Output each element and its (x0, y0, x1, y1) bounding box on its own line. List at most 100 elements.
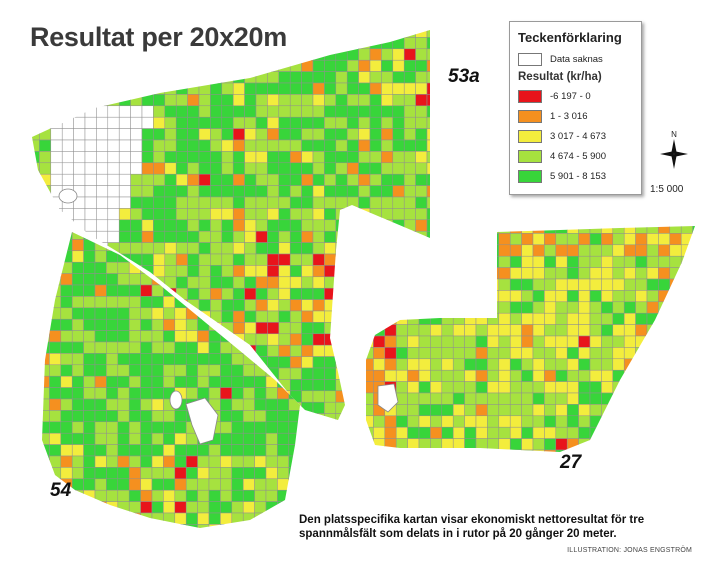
grid-cell (254, 432, 267, 445)
grid-cell (635, 358, 648, 371)
grid-cell (589, 415, 602, 428)
grid-cell (185, 489, 198, 502)
grid-cell (174, 341, 187, 354)
grid-cell (49, 387, 62, 400)
grid-cell (498, 381, 511, 394)
grid-cell (175, 94, 188, 107)
grid-cell (312, 401, 325, 414)
grid-cell (441, 226, 454, 234)
grid-cell (231, 478, 244, 491)
grid-cell (369, 287, 382, 300)
grid-cell (464, 347, 477, 360)
grid-cell (430, 290, 443, 303)
grid-cell (42, 364, 50, 377)
grid-cell (366, 426, 374, 439)
grid-cell (289, 253, 302, 266)
grid-cell (669, 415, 682, 428)
grid-cell (32, 287, 40, 300)
grid-cell (312, 30, 325, 38)
grid-cell (635, 426, 648, 439)
grid-cell (94, 307, 107, 320)
grid-cell (128, 421, 141, 434)
grid-cell (197, 489, 210, 502)
grid-cell (487, 244, 500, 257)
grid-cell (358, 299, 371, 312)
grid-cell (49, 421, 62, 434)
grid-cell (84, 105, 97, 118)
grid-cell (198, 173, 211, 186)
grid-cell (498, 335, 511, 348)
grid-cell (42, 353, 50, 366)
grid-cell (555, 404, 568, 417)
grid-cell (555, 392, 568, 405)
grid-cell (418, 392, 431, 405)
grid-cell (669, 449, 682, 452)
grid-cell (555, 226, 568, 234)
grid-cell (403, 82, 416, 95)
grid-cell (164, 242, 177, 255)
grid-cell (521, 347, 534, 360)
grid-cell (426, 208, 430, 221)
grid-cell (301, 128, 314, 141)
grid-cell (635, 381, 648, 394)
grid-cell (301, 59, 314, 72)
grid-cell (544, 438, 557, 451)
grid-cell (187, 242, 200, 255)
grid-cell (60, 512, 73, 525)
grid-cell (153, 139, 166, 152)
grid-cell (151, 512, 164, 525)
grid-cell (426, 276, 430, 289)
grid-cell (94, 273, 107, 286)
grid-cell (498, 347, 511, 360)
grid-cell (106, 512, 119, 525)
grid-cell (680, 233, 693, 246)
grid-cell (42, 501, 50, 514)
grid-cell (623, 438, 636, 451)
grid-cell (71, 387, 84, 400)
grid-cell (369, 48, 382, 61)
grid-cell (187, 185, 200, 198)
grid-cell (255, 71, 268, 84)
grid-cell (49, 341, 62, 354)
grid-cell (635, 324, 648, 337)
grid-cell (623, 312, 636, 325)
grid-cell (117, 387, 130, 400)
grid-cell (130, 94, 143, 107)
grid-cell (242, 512, 255, 525)
grid-cell (106, 455, 119, 468)
grid-cell (415, 185, 428, 198)
grid-cell (532, 324, 545, 337)
grid-cell (60, 375, 73, 388)
grid-cell (623, 426, 636, 439)
grid-cell (566, 369, 579, 382)
grid-cell (151, 387, 164, 400)
grid-cell (255, 219, 268, 232)
grid-cell (358, 128, 371, 141)
grid-cell (312, 37, 325, 50)
grid-cell (589, 449, 602, 452)
grid-cell (151, 478, 164, 491)
grid-cell (267, 322, 280, 335)
grid-cell (384, 267, 397, 280)
grid-cell (254, 421, 267, 434)
grid-cell (83, 353, 96, 366)
grid-cell (255, 344, 268, 357)
grid-cell (395, 278, 408, 291)
grid-cell (231, 444, 244, 457)
grid-cell (244, 128, 257, 141)
grid-cell (39, 116, 52, 129)
grid-cell (441, 301, 454, 314)
grid-cell (39, 162, 52, 175)
grid-cell (381, 185, 394, 198)
grid-cell (452, 392, 465, 405)
grid-cell (164, 276, 177, 289)
grid-cell (32, 82, 40, 95)
grid-cell (407, 347, 420, 360)
grid-cell (566, 324, 579, 337)
grid-cell (61, 219, 74, 232)
grid-cell (232, 185, 245, 198)
grid-cell (187, 116, 200, 129)
grid-cell (153, 59, 166, 72)
grid-cell (277, 455, 290, 468)
grid-cell (403, 139, 416, 152)
